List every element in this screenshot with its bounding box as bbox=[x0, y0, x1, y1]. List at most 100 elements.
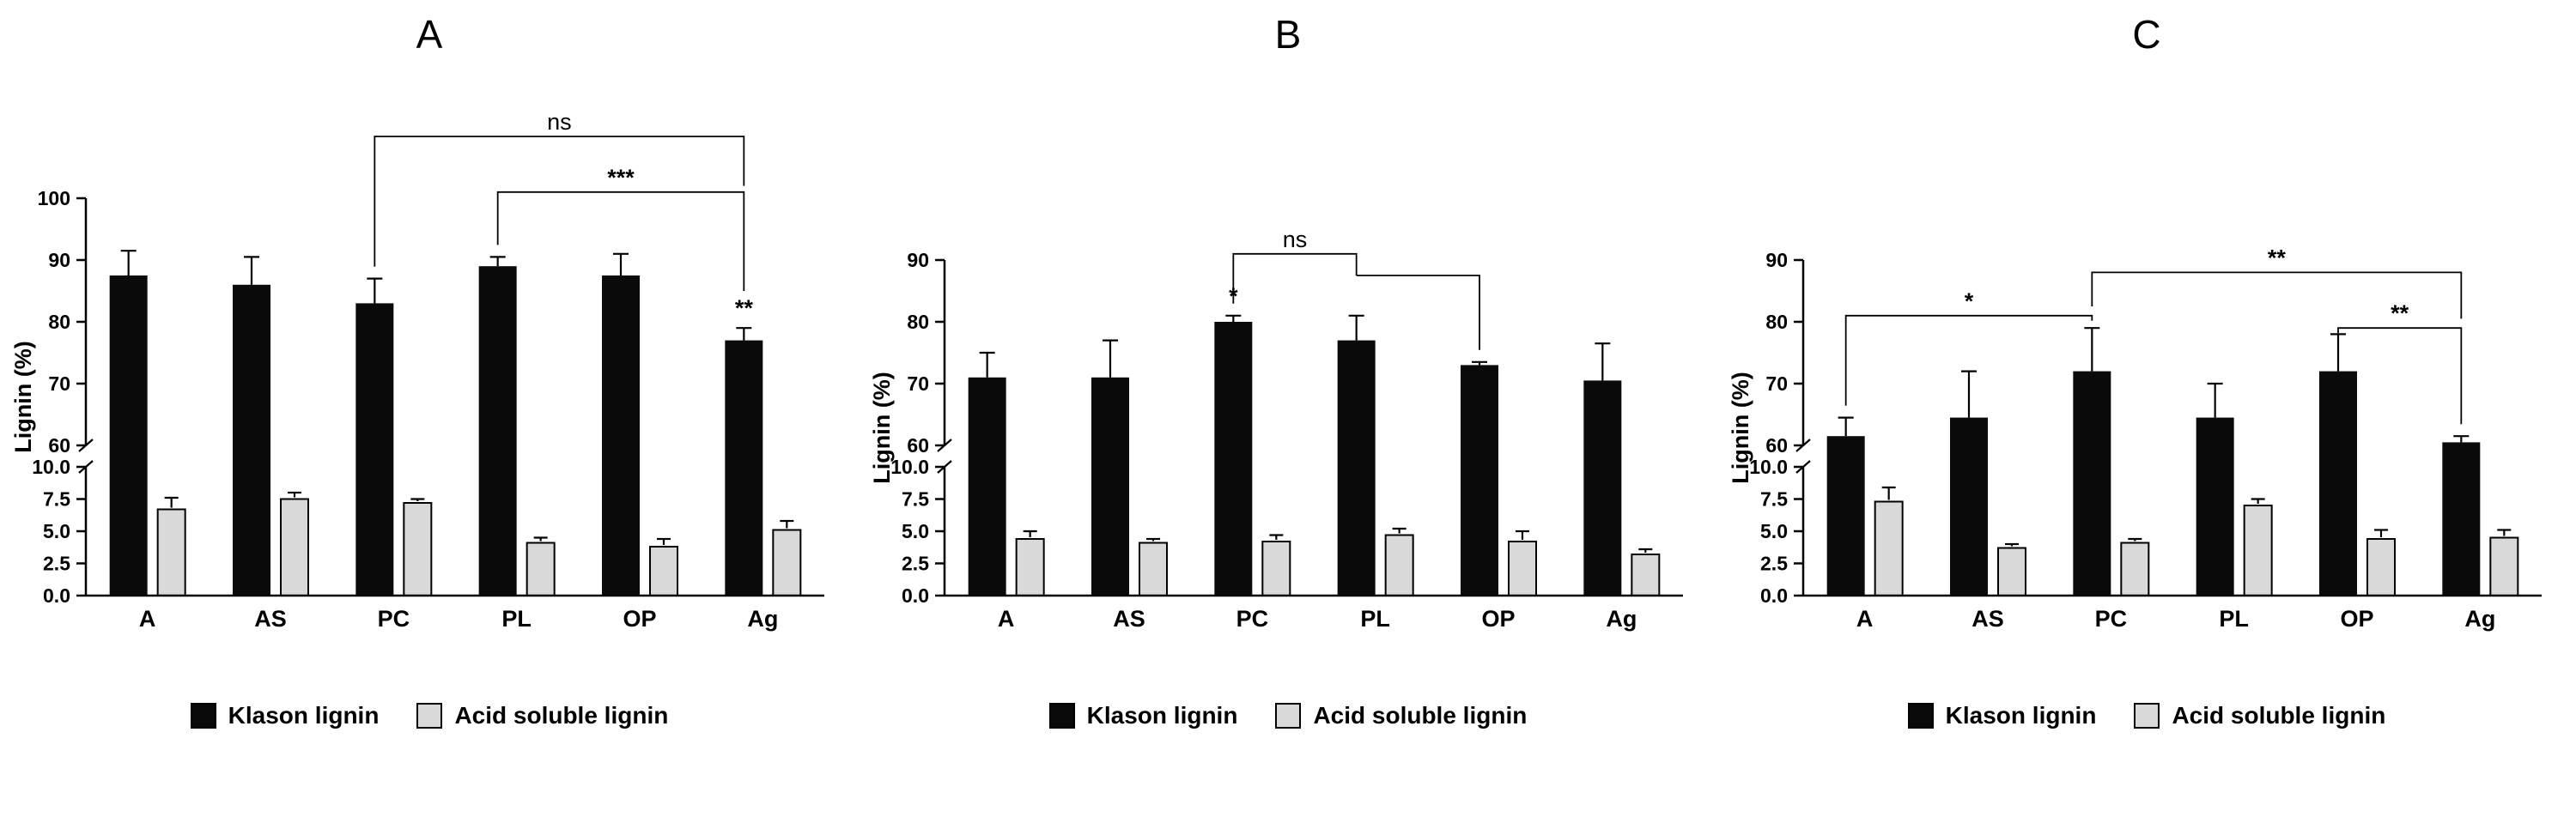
y-tick-label: 80 bbox=[48, 311, 70, 333]
chart-svg-A: A AS PC PL OP Ag 60 70 80 90 100 0.0 2.5 5.0 7.5 10.0 Li… bbox=[10, 109, 824, 632]
x-tick-label-PC: PC bbox=[378, 606, 410, 632]
y-tick-label: 2.5 bbox=[1760, 553, 1788, 575]
x-tick-label-PL: PL bbox=[2219, 606, 2249, 632]
x-tick-label-Ag: Ag bbox=[747, 606, 778, 632]
bar-klason-OP bbox=[602, 275, 640, 596]
legend-label-acid-soluble: Acid soluble lignin bbox=[2172, 702, 2386, 729]
legend-label-acid-soluble: Acid soluble lignin bbox=[454, 702, 669, 729]
x-tick-label-OP: OP bbox=[623, 606, 656, 632]
significance-bracket bbox=[1356, 275, 1480, 350]
bar-klason-A bbox=[1826, 436, 1865, 596]
y-tick-label: 0.0 bbox=[1760, 584, 1788, 607]
legend-label-klason: Klason lignin bbox=[228, 702, 380, 729]
y-tick-label: 90 bbox=[907, 249, 929, 271]
y-tick-label: 60 bbox=[907, 434, 929, 457]
bar-significance-label: ** bbox=[735, 295, 754, 321]
bar-klason-PC bbox=[1214, 322, 1253, 596]
bar-klason-Ag bbox=[2442, 442, 2481, 596]
bar-acid-A bbox=[156, 508, 186, 596]
x-tick-label-PC: PC bbox=[2095, 606, 2128, 632]
x-tick-label-Ag: Ag bbox=[2464, 606, 2495, 632]
bar-acid-Ag bbox=[2489, 536, 2519, 596]
significance-bracket bbox=[2337, 327, 2463, 425]
y-tick-label: 5.0 bbox=[43, 520, 70, 542]
significance-bracket bbox=[1844, 314, 2093, 406]
legend-item-klason: Klason lignin bbox=[190, 702, 380, 729]
bar-klason-AS bbox=[233, 284, 270, 596]
x-tick-label-PL: PL bbox=[1360, 606, 1390, 632]
y-tick-label: 70 bbox=[907, 372, 929, 395]
panel-A: A A AS PC PL OP Ag 60 70 80 90 100 0.0 2.5 5.0 7.5 10.0… bbox=[0, 0, 859, 817]
bar-klason-PL bbox=[478, 266, 517, 596]
bar-acid-PL bbox=[1384, 534, 1414, 596]
y-axis-title: Lignin (%) bbox=[869, 372, 895, 483]
bar-acid-A bbox=[1874, 500, 1904, 596]
x-tick-label-OP: OP bbox=[2340, 606, 2373, 632]
bar-acid-OP bbox=[649, 546, 678, 596]
bar-acid-AS bbox=[1139, 542, 1168, 596]
bar-klason-PC bbox=[2073, 371, 2111, 596]
y-tick-label: 60 bbox=[1765, 434, 1788, 457]
acid-soluble-swatch-icon bbox=[1275, 703, 1302, 729]
y-tick-label: 10.0 bbox=[32, 456, 70, 478]
x-tick-label-PC: PC bbox=[1236, 606, 1269, 632]
legend-label-klason: Klason lignin bbox=[1086, 702, 1238, 729]
significance-label: *** bbox=[607, 165, 635, 191]
legend-item-acid-soluble: Acid soluble lignin bbox=[416, 702, 668, 729]
bar-klason-PC bbox=[355, 303, 394, 596]
bar-acid-PC bbox=[1261, 541, 1291, 596]
bar-acid-A bbox=[1015, 538, 1045, 596]
bar-acid-PC bbox=[403, 502, 433, 596]
significance-label: * bbox=[1965, 288, 1974, 314]
bar-klason-A bbox=[968, 377, 1006, 596]
x-tick-label-Ag: Ag bbox=[1606, 606, 1637, 632]
x-tick-label-OP: OP bbox=[1481, 606, 1515, 632]
legend-item-klason: Klason lignin bbox=[1048, 702, 1238, 729]
bar-acid-PC bbox=[2120, 542, 2150, 596]
significance-label: ** bbox=[2391, 300, 2409, 326]
significance-bracket bbox=[374, 136, 745, 267]
y-tick-label: 80 bbox=[1765, 311, 1788, 333]
legend-item-acid-soluble: Acid soluble lignin bbox=[2134, 702, 2385, 729]
acid-soluble-swatch-icon bbox=[416, 703, 443, 729]
bar-klason-Ag bbox=[725, 340, 763, 596]
y-tick-label: 70 bbox=[1765, 372, 1788, 395]
bar-significance-label: * bbox=[1229, 283, 1238, 309]
y-tick-label: 100 bbox=[38, 187, 70, 209]
bar-acid-OP bbox=[1508, 541, 1537, 596]
bar-klason-A bbox=[109, 275, 148, 596]
chart-A: A AS PC PL OP Ag 60 70 80 90 100 0.0 2.5 5.0 7.5 10.0 Li… bbox=[9, 64, 850, 690]
klason-swatch-icon bbox=[1048, 703, 1075, 729]
y-tick-label: 2.5 bbox=[43, 553, 70, 575]
significance-bracket bbox=[1232, 252, 1358, 304]
y-tick-label: 5.0 bbox=[1760, 520, 1788, 542]
y-tick-label: 7.5 bbox=[1760, 488, 1788, 511]
y-axis-title: Lignin (%) bbox=[1728, 372, 1753, 483]
legend-C: Klason lignin Acid soluble lignin bbox=[1907, 702, 2385, 729]
panel-B: B A AS PC PL OP Ag 60 70 80 90 0.0 2.5 5.0 7.5 10.0 Lig… bbox=[859, 0, 1717, 817]
x-tick-label-AS: AS bbox=[254, 606, 287, 632]
legend-B: Klason lignin Acid soluble lignin bbox=[1048, 702, 1527, 729]
significance-bracket bbox=[496, 191, 745, 291]
klason-swatch-icon bbox=[190, 703, 216, 729]
panel-title-B: B bbox=[1274, 12, 1302, 57]
chart-B: A AS PC PL OP Ag 60 70 80 90 0.0 2.5 5.0 7.5 10.0 Ligni… bbox=[867, 64, 1709, 690]
y-tick-label: 2.5 bbox=[902, 553, 929, 575]
bar-klason-Ag bbox=[1583, 380, 1622, 596]
legend-item-klason: Klason lignin bbox=[1907, 702, 2096, 729]
x-tick-label-PL: PL bbox=[501, 606, 532, 632]
x-tick-label-A: A bbox=[1856, 606, 1874, 632]
y-tick-label: 80 bbox=[907, 311, 929, 333]
y-tick-label: 90 bbox=[48, 249, 70, 271]
significance-bracket bbox=[2091, 271, 2463, 319]
y-tick-label: 5.0 bbox=[902, 520, 929, 542]
bar-acid-Ag bbox=[1631, 554, 1661, 596]
bar-klason-OP bbox=[1461, 365, 1498, 596]
bar-klason-AS bbox=[1950, 417, 1988, 596]
significance-label: ns bbox=[1283, 227, 1308, 252]
y-tick-label: 10.0 bbox=[1749, 456, 1788, 478]
y-tick-label: 7.5 bbox=[902, 488, 929, 511]
panel-C: C A AS PC PL OP Ag 60 70 80 90 0.0 2.5 5.0 7.5 10.0 Lig… bbox=[1717, 0, 2576, 817]
bar-acid-Ag bbox=[772, 529, 802, 596]
